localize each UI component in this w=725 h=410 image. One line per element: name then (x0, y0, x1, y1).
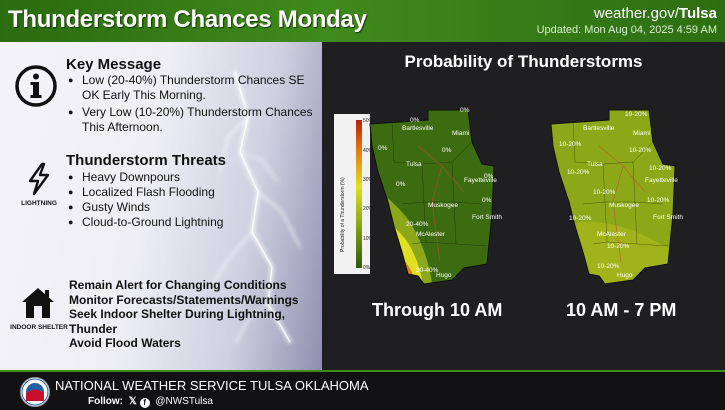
prob-label: 30-40% (416, 267, 439, 274)
social-handle[interactable]: @NWSTulsa (155, 396, 213, 407)
scale-tick: 30% (363, 177, 374, 183)
city-label: Muskogee (609, 202, 639, 209)
threat-item: Gusty Winds (66, 200, 296, 215)
site-office: Tulsa (678, 5, 717, 22)
city-label: Tulsa (587, 161, 603, 168)
prob-label: 0% (484, 173, 494, 180)
scale-tick: 40% (363, 148, 374, 154)
city-label: Miami (633, 130, 650, 137)
footer-bar: NATIONAL WEATHER SERVICE TULSA OKLAHOMA … (0, 370, 725, 410)
shelter-label: INDOOR SHELTER (10, 324, 68, 331)
advice-line: Monitor Forecasts/Statements/Warnings (69, 292, 299, 307)
city-label: Hugo (436, 272, 452, 279)
prob-label: 10-20% (593, 189, 616, 196)
city-label: Bartlesville (583, 125, 615, 132)
maps-title: Probability of Thunderstorms (404, 52, 643, 71)
follow-label: Follow: (88, 396, 123, 407)
message-panel: Key Message Low (20-40%) Thunderstorm Ch… (0, 42, 322, 370)
city-label: McAlester (416, 231, 446, 238)
prob-label: 0% (442, 147, 452, 154)
prob-label: 10-20% (607, 243, 630, 250)
prob-label: 10-20% (649, 165, 672, 172)
key-message-title: Key Message (66, 56, 162, 73)
legend-title: Probability of a Thunderstorm (%) (340, 177, 346, 252)
noaa-nws-seal-icon (20, 377, 50, 407)
page-title: Thunderstorm Chances Monday (8, 6, 367, 33)
x-icon[interactable]: 𝕏 (128, 396, 137, 407)
advice-line: Remain Alert for Changing Conditions (69, 278, 287, 292)
scale-tick: 50% (363, 118, 374, 124)
city-label: Hugo (617, 272, 633, 279)
site-link[interactable]: weather.gov/Tulsa (594, 5, 717, 22)
threats-title: Thunderstorm Threats (66, 152, 227, 169)
key-message-item: Very Low (10-20%) Thunderstorm Chances T… (66, 105, 316, 135)
threat-item: Heavy Downpours (66, 170, 296, 185)
maps-panel: Probability of Thunderstorms 50% 40% 30%… (322, 42, 725, 370)
prob-label: 10-20% (559, 141, 582, 148)
prob-label: 10-20% (597, 263, 620, 270)
house-icon (22, 288, 54, 318)
city-label: Fort Smith (472, 214, 502, 221)
prob-label: 0% (410, 117, 420, 124)
prob-label: 20-40% (406, 221, 429, 228)
prob-label: 10-20% (625, 111, 648, 118)
city-label: Muskogee (428, 202, 458, 209)
threat-item: Cloud-to-Ground Lightning (66, 215, 296, 230)
threats-list: Heavy Downpours Localized Flash Flooding… (66, 170, 296, 230)
legend-colorbar (356, 120, 362, 268)
office-name: NATIONAL WEATHER SERVICE TULSA OKLAHOMA (55, 378, 369, 393)
map-through-10am: 50% 40% 30% 20% 10% 0% Probability of a … (334, 107, 502, 285)
header-bar: Thunderstorm Chances Monday weather.gov/… (0, 0, 725, 42)
scale-tick: 20% (363, 206, 374, 212)
advice-line: Avoid Flood Waters (69, 336, 181, 350)
map2-caption: 10 AM - 7 PM (566, 300, 677, 320)
city-label: Fayetteville (464, 177, 497, 184)
updated-timestamp: Updated: Mon Aug 04, 2025 4:59 AM (536, 24, 717, 36)
legend-box (334, 114, 370, 274)
shelter-advice: Remain Alert for Changing Conditions Mon… (69, 278, 319, 351)
prob-label: 10-20% (629, 147, 652, 154)
prob-label: 0% (396, 181, 406, 188)
key-message-list: Low (20-40%) Thunderstorm Chances SE OK … (66, 73, 316, 135)
lightning-icon (28, 162, 50, 196)
site-prefix: weather.gov/ (593, 5, 679, 22)
info-icon (15, 65, 57, 107)
city-label: Bartlesville (402, 125, 434, 132)
prob-label: 0% (460, 107, 470, 114)
scale-tick: 0% (363, 265, 371, 271)
threat-item: Localized Flash Flooding (66, 185, 296, 200)
prob-label: 10-20% (647, 197, 670, 204)
prob-label: 10-20% (569, 215, 592, 222)
prob-label: 0% (482, 197, 492, 204)
city-label: Tulsa (406, 161, 422, 168)
facebook-icon[interactable]: f (139, 398, 150, 408)
city-label: McAlester (597, 231, 627, 238)
prob-label: 10-20% (567, 169, 590, 176)
advice-line: Seek Indoor Shelter During Lightning, Th… (69, 307, 286, 336)
city-label: Miami (452, 130, 469, 137)
lightning-label: LIGHTNING (21, 200, 57, 207)
key-message-item: Low (20-40%) Thunderstorm Chances SE OK … (66, 73, 316, 103)
prob-label: 0% (378, 145, 388, 152)
follow-row: Follow: 𝕏 f @NWSTulsa (88, 396, 213, 408)
scale-tick: 10% (363, 236, 374, 242)
map-10am-7pm: Bartlesville Miami Tulsa Fayetteville Mu… (550, 109, 683, 285)
city-label: Fayetteville (645, 177, 678, 184)
map1-caption: Through 10 AM (372, 300, 503, 320)
city-label: Fort Smith (653, 214, 683, 221)
